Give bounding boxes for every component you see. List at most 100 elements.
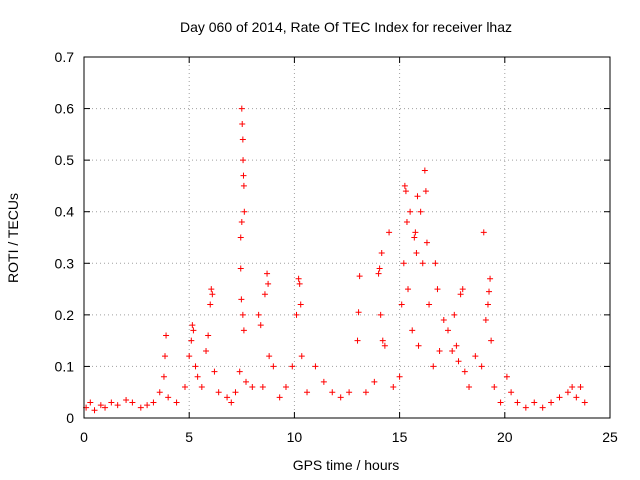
- y-tick-label: 0.3: [55, 255, 75, 271]
- y-tick-label: 0.2: [55, 307, 75, 323]
- data-point: [240, 327, 247, 334]
- data-point: [461, 368, 468, 375]
- data-point: [459, 286, 466, 293]
- data-point: [239, 311, 246, 318]
- data-point: [236, 368, 243, 375]
- data-point: [355, 309, 362, 316]
- data-point: [407, 208, 414, 215]
- data-point: [377, 311, 384, 318]
- x-tick-label: 0: [80, 429, 88, 445]
- data-point: [238, 219, 245, 226]
- data-point: [480, 229, 487, 236]
- data-point: [293, 311, 300, 318]
- data-point: [102, 404, 109, 411]
- chart-title: Day 060 of 2014, Rate Of TEC Index for r…: [180, 19, 512, 35]
- data-point: [266, 353, 273, 360]
- data-point: [491, 384, 498, 391]
- data-point: [209, 291, 216, 298]
- x-tick-label: 15: [392, 429, 408, 445]
- data-point: [413, 249, 420, 256]
- data-point: [165, 394, 172, 401]
- data-point: [556, 394, 563, 401]
- data-point: [264, 270, 271, 277]
- data-point: [137, 404, 144, 411]
- data-point: [238, 296, 245, 303]
- data-point: [224, 394, 231, 401]
- data-point: [282, 384, 289, 391]
- data-point: [239, 136, 246, 143]
- data-point: [386, 229, 393, 236]
- data-point: [346, 389, 353, 396]
- data-point: [398, 301, 405, 308]
- data-point: [487, 275, 494, 282]
- data-point: [189, 322, 196, 329]
- data-point: [257, 322, 264, 329]
- data-point: [539, 404, 546, 411]
- y-tick-label: 0.5: [55, 152, 75, 168]
- data-point: [569, 384, 576, 391]
- data-point: [390, 384, 397, 391]
- data-point: [381, 342, 388, 349]
- data-point: [486, 288, 493, 295]
- data-point: [91, 407, 98, 414]
- data-point: [237, 234, 244, 241]
- data-point: [426, 301, 433, 308]
- y-axis-label: ROTI / TECUs: [5, 193, 21, 283]
- data-point: [238, 105, 245, 112]
- data-point: [415, 342, 422, 349]
- data-point: [434, 286, 441, 293]
- axis-ticks: 0 0.1 0.2 0.3 0.4 0.5 0.6 0.7 0 5 10 15 20 25: [55, 49, 618, 445]
- data-point: [208, 286, 215, 293]
- data-point: [181, 384, 188, 391]
- data-point: [298, 353, 305, 360]
- data-point: [270, 363, 277, 370]
- data-point: [296, 280, 303, 287]
- data-point: [255, 311, 262, 318]
- data-point: [203, 347, 210, 354]
- y-tick-label: 0.1: [55, 358, 75, 374]
- data-point: [402, 188, 409, 195]
- data-point: [403, 219, 410, 226]
- data-point: [419, 260, 426, 267]
- y-tick-label: 0: [66, 410, 74, 426]
- data-point: [276, 394, 283, 401]
- data-point: [362, 389, 369, 396]
- data-point: [192, 363, 199, 370]
- x-tick-label: 10: [287, 429, 303, 445]
- data-point: [237, 265, 244, 272]
- data-point: [190, 327, 197, 334]
- data-point: [488, 337, 495, 344]
- data-point: [371, 378, 378, 385]
- data-point: [423, 239, 430, 246]
- data-point: [484, 301, 491, 308]
- data-point: [240, 157, 247, 164]
- data-point: [455, 358, 462, 365]
- data-point: [432, 260, 439, 267]
- data-point: [160, 373, 167, 380]
- data-point: [173, 399, 180, 406]
- data-point: [211, 368, 218, 375]
- data-point: [240, 172, 247, 179]
- data-point: [194, 373, 201, 380]
- data-point: [440, 317, 447, 324]
- data-points: [83, 105, 588, 414]
- data-point: [581, 399, 588, 406]
- data-point: [414, 193, 421, 200]
- data-point: [129, 399, 136, 406]
- data-point: [97, 402, 104, 409]
- y-tick-label: 0.7: [55, 49, 75, 65]
- data-point: [405, 286, 412, 293]
- data-point: [337, 394, 344, 401]
- data-point: [451, 311, 458, 318]
- data-point: [156, 389, 163, 396]
- data-point: [422, 188, 429, 195]
- data-point: [228, 399, 235, 406]
- data-point: [379, 337, 386, 344]
- data-point: [478, 363, 485, 370]
- data-point: [205, 332, 212, 339]
- x-axis-label: GPS time / hours: [293, 457, 400, 473]
- x-tick-label: 5: [185, 429, 193, 445]
- data-point: [198, 384, 205, 391]
- data-point: [400, 260, 407, 267]
- data-point: [261, 291, 268, 298]
